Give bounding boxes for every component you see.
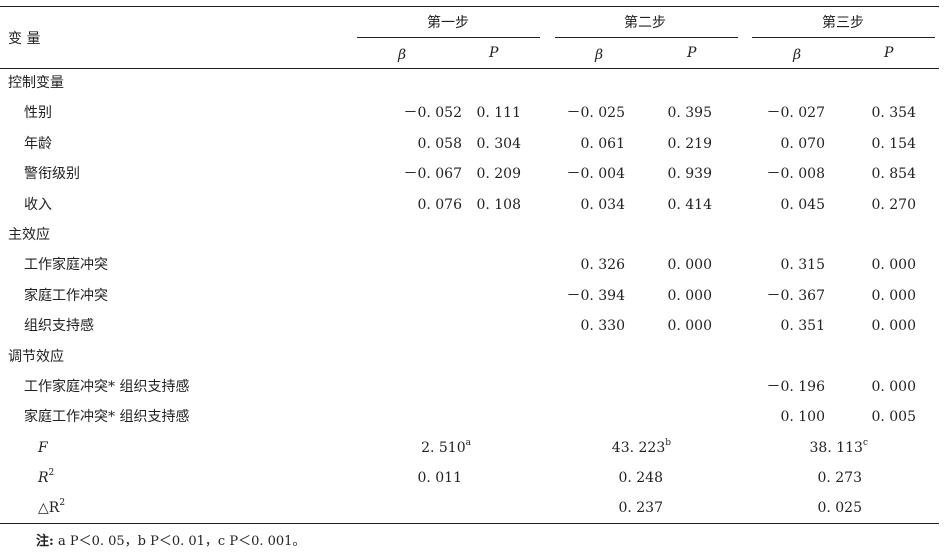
- beta-value: 0. 045: [780, 197, 825, 213]
- group-rule-2: [555, 37, 738, 38]
- beta-value: 0. 330: [580, 318, 625, 334]
- f-value-1-text: 2. 510: [421, 440, 466, 456]
- r2-label-sup: 2: [48, 468, 55, 479]
- p-value: 0. 000: [871, 318, 916, 334]
- group-header-3: 第三步: [822, 15, 864, 31]
- group-header-2: 第二步: [624, 15, 666, 31]
- note-text: a P＜0. 05，b P＜0. 01，c P＜0. 001。: [53, 534, 306, 549]
- delta-r2-value-2: 0. 237: [618, 500, 663, 516]
- p-value: 0. 000: [871, 379, 916, 395]
- p-header-1: P: [489, 45, 499, 61]
- p-value: 0. 000: [667, 257, 712, 273]
- f-value-1: 2. 510a: [421, 439, 471, 457]
- p-value: 0. 304: [476, 136, 521, 152]
- beta-value: 0. 315: [780, 257, 825, 273]
- top-rule: [0, 6, 939, 7]
- beta-value: －0. 008: [766, 166, 825, 182]
- p-value: 0. 395: [667, 105, 712, 121]
- beta-value: －0. 367: [766, 288, 825, 304]
- f-sup-2: b: [665, 438, 671, 449]
- p-value: 0. 270: [871, 197, 916, 213]
- p-value: 0. 854: [871, 166, 916, 182]
- beta-value: －0. 196: [766, 379, 825, 395]
- group-rule-3: [752, 37, 935, 38]
- p-value: 0. 108: [476, 197, 521, 213]
- section-title: 调节效应: [8, 349, 64, 365]
- beta-value: －0. 067: [403, 166, 462, 182]
- beta-header-3: β: [793, 47, 802, 63]
- p-value: 0. 219: [667, 136, 712, 152]
- beta-header-1: β: [398, 47, 407, 63]
- f-value-3-text: 38. 113: [809, 440, 863, 456]
- p-value: 0. 111: [476, 105, 521, 121]
- r2-value-2: 0. 248: [618, 470, 663, 486]
- beta-header-2: β: [595, 47, 604, 63]
- p-header-3: P: [884, 45, 894, 61]
- row-label: 工作家庭冲突* 组织支持感: [24, 379, 190, 395]
- f-value-3: 38. 113c: [810, 439, 868, 457]
- bottom-rule: [0, 523, 939, 524]
- p-value: 0. 939: [667, 166, 712, 182]
- p-value: 0. 000: [871, 257, 916, 273]
- p-value: 0. 000: [871, 288, 916, 304]
- group-header-1: 第一步: [427, 15, 469, 31]
- beta-value: 0. 326: [580, 257, 625, 273]
- row-label: 组织支持感: [24, 318, 94, 334]
- beta-value: 0. 061: [580, 136, 625, 152]
- delta-r2-label: △R2: [38, 499, 65, 517]
- p-value: 0. 000: [667, 318, 712, 334]
- beta-value: 0. 100: [780, 409, 825, 425]
- beta-value: 0. 070: [780, 136, 825, 152]
- beta-value: 0. 034: [580, 197, 625, 213]
- section-title: 主效应: [8, 227, 50, 243]
- beta-value: 0. 076: [417, 197, 462, 213]
- p-value: 0. 154: [871, 136, 916, 152]
- p-value: 0. 005: [871, 409, 916, 425]
- r2-label-text: R: [38, 470, 49, 486]
- row-label: 家庭工作冲突: [24, 288, 108, 304]
- f-sup-1: a: [465, 438, 471, 449]
- r2-value-3: 0. 273: [817, 470, 862, 486]
- delta-r2-label-sup: 2: [59, 498, 66, 509]
- p-header-2: P: [687, 45, 697, 61]
- row-label: 工作家庭冲突: [24, 257, 108, 273]
- group-rule-1: [357, 37, 540, 38]
- p-value: 0. 414: [667, 197, 712, 213]
- p-value: 0. 000: [667, 288, 712, 304]
- p-value: 0. 209: [476, 166, 521, 182]
- beta-value: －0. 004: [566, 166, 625, 182]
- row-label: 家庭工作冲突* 组织支持感: [24, 409, 190, 425]
- section-title: 控制变量: [8, 75, 64, 91]
- beta-value: －0. 394: [566, 288, 625, 304]
- row-label: 性别: [24, 105, 52, 121]
- f-value-2: 43. 223b: [612, 439, 671, 457]
- beta-value: －0. 027: [766, 105, 825, 121]
- r2-value-1: 0. 011: [417, 470, 462, 486]
- variable-header: 变 量: [8, 31, 41, 47]
- row-label: 警衔级别: [24, 166, 80, 182]
- f-value-2-text: 43. 223: [611, 440, 666, 456]
- beta-value: 0. 058: [417, 136, 462, 152]
- beta-value: 0. 351: [780, 318, 825, 334]
- f-sup-3: c: [862, 438, 868, 449]
- delta-r2-label-text: △R: [38, 500, 60, 516]
- table-note: 注: a P＜0. 05，b P＜0. 01，c P＜0. 001。: [36, 533, 305, 551]
- delta-r2-value-3: 0. 025: [817, 500, 862, 516]
- header-rule: [0, 68, 939, 69]
- row-label: 年龄: [24, 136, 52, 152]
- f-label: F: [38, 440, 48, 456]
- row-label: 收入: [24, 197, 52, 213]
- beta-value: －0. 025: [566, 105, 625, 121]
- r2-label: R2: [38, 469, 54, 487]
- note-prefix: 注:: [36, 534, 54, 549]
- p-value: 0. 354: [871, 105, 916, 121]
- beta-value: －0. 052: [403, 105, 462, 121]
